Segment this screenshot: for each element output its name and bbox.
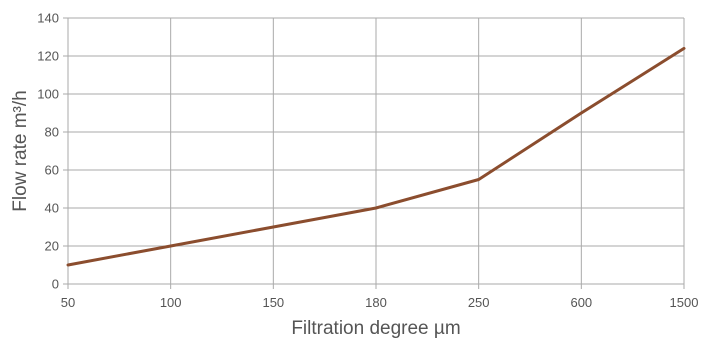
y-tick-label: 100: [37, 87, 59, 102]
series-layer: [66, 46, 686, 267]
y-tick-label: 140: [37, 11, 59, 26]
x-tick-label: 150: [262, 295, 284, 310]
tick-labels: 0 20 40 60 80 100 120 140 50 100 150 180 250 600 1500: [37, 11, 698, 311]
x-tick-label: 1500: [670, 295, 699, 310]
y-tick-label: 60: [45, 163, 59, 178]
x-axis-title: Filtration degree µm: [291, 318, 460, 339]
y-tick-label: 80: [45, 125, 59, 140]
y-tick-label: 20: [45, 239, 59, 254]
x-tick-label: 600: [570, 295, 592, 310]
y-tick-label: 0: [52, 277, 59, 292]
y-axis-title: Flow rate m³/h: [10, 90, 31, 211]
flow-rate-series-line: [66, 46, 686, 267]
x-tick-label: 180: [365, 295, 387, 310]
x-tick-label: 250: [468, 295, 490, 310]
x-tick-label: 100: [160, 295, 182, 310]
grid-layer: [63, 17, 685, 289]
x-tick-label: 50: [61, 295, 75, 310]
y-tick-label: 40: [45, 201, 59, 216]
y-tick-label: 120: [37, 49, 59, 64]
